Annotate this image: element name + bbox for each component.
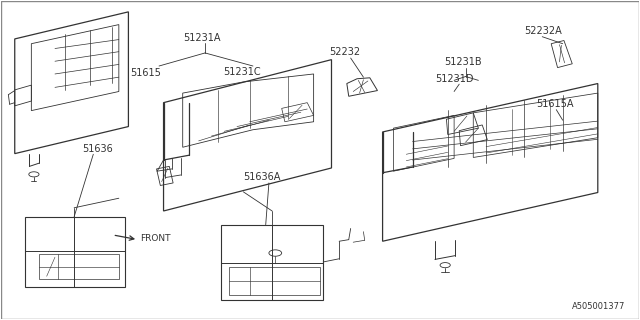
Text: 51231D: 51231D (435, 74, 474, 84)
Text: 52232A: 52232A (524, 26, 562, 36)
Text: 51231A: 51231A (182, 33, 220, 43)
Text: A505001377: A505001377 (572, 302, 625, 311)
Text: 51636A: 51636A (243, 172, 281, 182)
Text: 51615A: 51615A (536, 99, 573, 109)
Text: FRONT: FRONT (140, 234, 170, 243)
Text: 51231C: 51231C (223, 67, 260, 76)
Text: 51615: 51615 (130, 68, 161, 78)
Text: 51636: 51636 (83, 144, 113, 154)
Text: 51231B: 51231B (445, 57, 482, 67)
Text: 52232: 52232 (330, 47, 361, 57)
